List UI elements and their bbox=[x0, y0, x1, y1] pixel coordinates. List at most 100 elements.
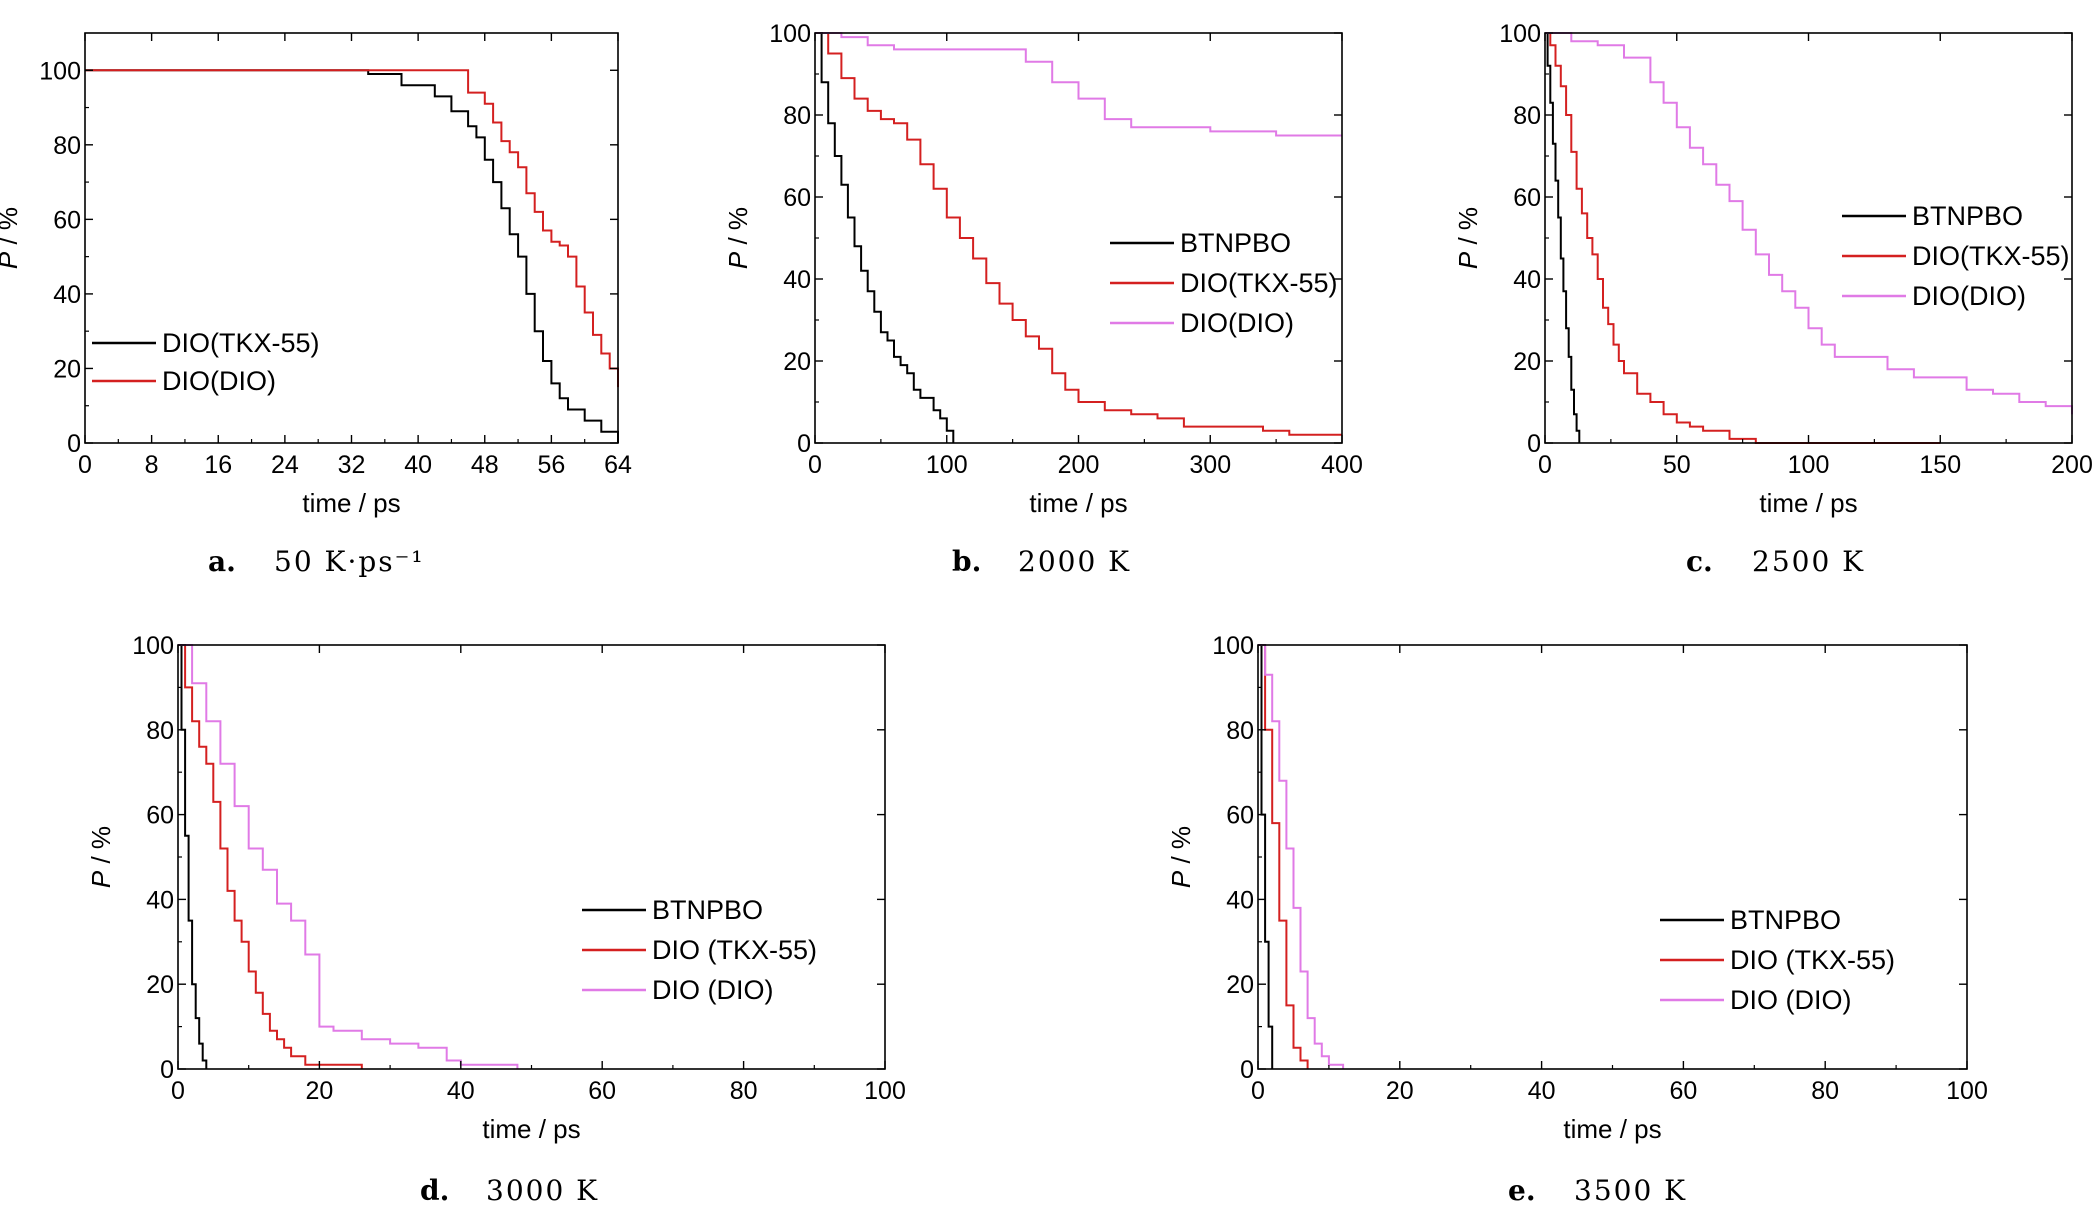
y-tick-label: 100 bbox=[39, 57, 81, 85]
x-tick-label: 64 bbox=[604, 451, 632, 479]
panel-caption: 3000 K bbox=[486, 1174, 599, 1207]
y-tick-label: 40 bbox=[146, 886, 174, 914]
x-tick-label: 0 bbox=[1538, 451, 1552, 479]
plot-frame bbox=[1544, 32, 2073, 444]
y-axis-label: P / % bbox=[1453, 207, 1483, 269]
x-tick-label: 400 bbox=[1321, 451, 1363, 479]
y-tick-label: 0 bbox=[67, 430, 81, 458]
y-tick-label: 20 bbox=[1226, 971, 1254, 999]
x-tick-label: 50 bbox=[1663, 451, 1691, 479]
legend-label: BTNPBO bbox=[652, 895, 763, 925]
panel-caption: 50 K·ps⁻¹ bbox=[274, 545, 425, 578]
y-tick-label: 0 bbox=[1240, 1056, 1254, 1084]
series-line-1 bbox=[85, 69, 619, 443]
panel-letter: c. bbox=[1686, 545, 1713, 578]
legend-label: DIO(DIO) bbox=[1912, 281, 2026, 311]
series-line-3 bbox=[178, 644, 519, 1069]
x-tick-label: 100 bbox=[926, 451, 968, 479]
y-axis-label: P / % bbox=[86, 826, 116, 888]
legend-label: DIO(TKX-55) bbox=[1912, 241, 2070, 271]
y-tick-label: 80 bbox=[783, 102, 811, 130]
y-tick-label: 20 bbox=[783, 348, 811, 376]
chart-panel-1: 0 8 16 24 32 40 48 56 64 0 20 40 60 80 100 time / ps P /… bbox=[0, 32, 632, 578]
x-tick-label: 20 bbox=[305, 1077, 333, 1105]
plot-frame bbox=[1257, 644, 1968, 1070]
y-tick-label: 40 bbox=[783, 266, 811, 294]
y-tick-label: 0 bbox=[1527, 430, 1541, 458]
x-tick-label: 56 bbox=[537, 451, 565, 479]
x-tick-label: 80 bbox=[1811, 1077, 1839, 1105]
legend-label: BTNPBO bbox=[1730, 905, 1841, 935]
x-tick-label: 300 bbox=[1189, 451, 1231, 479]
x-tick-label: 40 bbox=[447, 1077, 475, 1105]
x-tick-label: 100 bbox=[864, 1077, 906, 1105]
y-tick-label: 100 bbox=[132, 632, 174, 660]
legend-label: DIO(TKX-55) bbox=[1180, 268, 1338, 298]
y-tick-label: 40 bbox=[1226, 886, 1254, 914]
series-line-2 bbox=[85, 69, 619, 388]
series-line-1 bbox=[1258, 644, 1274, 1069]
series-line-3 bbox=[1545, 32, 2073, 415]
y-tick-label: 80 bbox=[1513, 102, 1541, 130]
plot-frame bbox=[177, 644, 886, 1070]
chart-panel-3: 0 50 100 150 200 0 20 40 60 80 100 time / ps P / % BT… bbox=[1453, 20, 2093, 578]
legend-label: DIO (TKX-55) bbox=[1730, 945, 1895, 975]
x-tick-label: 60 bbox=[1669, 1077, 1697, 1105]
x-tick-label: 48 bbox=[471, 451, 499, 479]
legend-label: DIO(TKX-55) bbox=[162, 328, 320, 358]
y-axis-label: P / % bbox=[1166, 826, 1196, 888]
y-tick-label: 100 bbox=[1212, 632, 1254, 660]
x-tick-label: 200 bbox=[1058, 451, 1100, 479]
y-tick-label: 60 bbox=[1513, 184, 1541, 212]
x-tick-label: 0 bbox=[808, 451, 822, 479]
legend-label: DIO (DIO) bbox=[1730, 985, 1852, 1015]
x-tick-label: 40 bbox=[404, 451, 432, 479]
panel-letter: a. bbox=[208, 545, 236, 578]
panel-letter: e. bbox=[1508, 1174, 1536, 1207]
y-tick-label: 20 bbox=[146, 971, 174, 999]
panel-caption: 3500 K bbox=[1574, 1174, 1687, 1207]
y-tick-label: 0 bbox=[797, 430, 811, 458]
series-line-2 bbox=[1258, 644, 1309, 1069]
y-tick-label: 60 bbox=[146, 802, 174, 830]
x-tick-label: 40 bbox=[1528, 1077, 1556, 1105]
series-line-2 bbox=[1545, 32, 1941, 444]
x-tick-label: 0 bbox=[78, 451, 92, 479]
x-tick-label: 8 bbox=[145, 451, 159, 479]
y-tick-label: 40 bbox=[1513, 266, 1541, 294]
x-axis-label: time / ps bbox=[1759, 488, 1857, 518]
legend-label: DIO (DIO) bbox=[652, 975, 774, 1005]
chart-panel-5: 0 20 40 60 80 100 0 20 40 60 80 100 time / ps P / % BT… bbox=[1166, 632, 1988, 1207]
x-axis-label: time / ps bbox=[1029, 488, 1127, 518]
chart-panel-2: 0 100 200 300 400 0 20 40 60 80 100 time / ps P / % B… bbox=[723, 20, 1363, 578]
series-line-3 bbox=[1258, 644, 1345, 1069]
y-tick-label: 80 bbox=[146, 717, 174, 745]
x-tick-label: 16 bbox=[204, 451, 232, 479]
legend-label: DIO (TKX-55) bbox=[652, 935, 817, 965]
y-axis-label: P / % bbox=[0, 207, 23, 269]
legend-label: DIO(DIO) bbox=[162, 366, 276, 396]
legend-label: BTNPBO bbox=[1912, 201, 2023, 231]
y-tick-label: 80 bbox=[1226, 717, 1254, 745]
y-tick-label: 100 bbox=[769, 20, 811, 48]
x-tick-label: 150 bbox=[1919, 451, 1961, 479]
y-tick-label: 60 bbox=[1226, 802, 1254, 830]
panel-caption: 2500 K bbox=[1752, 545, 1865, 578]
chart-panel-4: 0 20 40 60 80 100 0 20 40 60 80 100 time / ps P / % BT… bbox=[86, 632, 906, 1207]
x-tick-label: 0 bbox=[171, 1077, 185, 1105]
y-tick-label: 20 bbox=[1513, 348, 1541, 376]
y-tick-label: 60 bbox=[783, 184, 811, 212]
series-line-1 bbox=[1545, 32, 1581, 443]
legend-label: DIO(DIO) bbox=[1180, 308, 1294, 338]
x-tick-label: 20 bbox=[1386, 1077, 1414, 1105]
x-tick-label: 80 bbox=[730, 1077, 758, 1105]
x-tick-label: 100 bbox=[1788, 451, 1830, 479]
x-tick-label: 100 bbox=[1946, 1077, 1988, 1105]
series-line-2 bbox=[178, 644, 363, 1069]
y-tick-label: 100 bbox=[1499, 20, 1541, 48]
x-tick-label: 0 bbox=[1251, 1077, 1265, 1105]
x-axis-label: time / ps bbox=[302, 488, 400, 518]
panel-letter: d. bbox=[420, 1174, 449, 1207]
y-tick-label: 80 bbox=[53, 132, 81, 160]
